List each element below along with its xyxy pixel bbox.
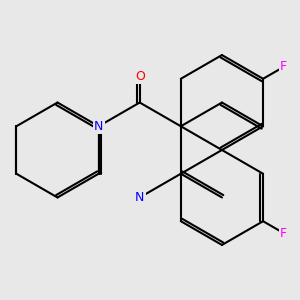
Text: O: O bbox=[135, 70, 145, 83]
Text: N: N bbox=[94, 120, 103, 133]
Text: F: F bbox=[280, 226, 287, 240]
Text: N: N bbox=[135, 191, 144, 204]
Text: F: F bbox=[280, 60, 287, 74]
